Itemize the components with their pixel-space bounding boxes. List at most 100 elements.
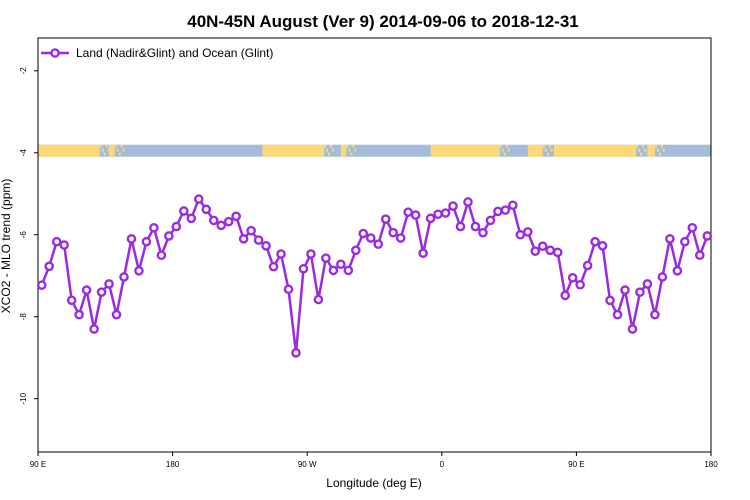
x-tick-label: 90 E <box>30 460 46 469</box>
data-point <box>410 210 421 220</box>
data-point <box>680 236 690 247</box>
land-speckle <box>330 144 333 148</box>
data-point <box>522 227 533 237</box>
data-point <box>620 285 630 295</box>
data-point <box>261 241 271 251</box>
land-segment <box>430 144 500 157</box>
data-point <box>343 265 354 276</box>
data-point <box>179 206 189 216</box>
data-point <box>238 234 249 244</box>
data-point <box>216 220 227 231</box>
data-point <box>141 236 152 247</box>
land-speckle <box>546 152 549 156</box>
land-segment <box>38 144 100 157</box>
land-speckle <box>662 148 665 152</box>
land-speckle <box>644 148 647 152</box>
y-tick-label: -2 <box>19 67 28 75</box>
land-speckle <box>99 144 102 148</box>
data-point <box>373 239 384 249</box>
data-point <box>657 272 668 282</box>
data-point <box>351 245 361 256</box>
data-point <box>537 241 548 252</box>
land-speckle <box>660 144 663 148</box>
data-point <box>463 197 473 207</box>
data-point <box>328 265 339 276</box>
land-speckle <box>105 144 108 148</box>
data-point <box>530 246 541 256</box>
data-point <box>635 287 645 297</box>
data-point <box>231 211 241 222</box>
land-speckle <box>352 144 355 148</box>
data-point <box>201 204 212 215</box>
land-segment <box>262 144 325 157</box>
data-point <box>552 247 563 258</box>
data-point <box>597 241 608 251</box>
data-point <box>186 213 197 224</box>
data-point <box>440 208 451 218</box>
series-line <box>40 197 709 355</box>
data-point <box>395 233 406 243</box>
data-point <box>455 221 466 232</box>
land-speckle <box>118 152 121 156</box>
data-point <box>306 249 316 259</box>
land-speckle <box>640 152 643 156</box>
data-point <box>358 228 369 239</box>
data-point <box>126 234 137 244</box>
land-speckle <box>542 144 545 148</box>
land-segment <box>527 144 543 157</box>
data-point <box>59 240 69 250</box>
land-speckle <box>658 152 661 156</box>
data-point <box>470 221 481 232</box>
data-point <box>74 309 84 320</box>
data-point <box>433 209 443 220</box>
chart-title: 40N-45N August (Ver 9) 2014-09-06 to 201… <box>187 12 579 31</box>
data-point <box>149 222 159 233</box>
land-segment <box>553 144 637 157</box>
data-point <box>388 227 398 238</box>
land-speckle <box>350 152 353 156</box>
land-speckle <box>550 148 553 152</box>
data-point <box>104 279 114 289</box>
data-point <box>485 215 496 226</box>
data-point <box>119 272 129 282</box>
land-speckle <box>642 144 645 148</box>
land-speckle <box>101 148 104 152</box>
land-speckle <box>507 148 510 152</box>
land-segment <box>109 144 115 157</box>
data-point <box>515 229 526 240</box>
data-point <box>51 236 62 247</box>
data-point <box>605 295 615 306</box>
land-speckle <box>332 148 335 152</box>
y-tick-label: -8 <box>19 313 28 321</box>
legend-marker <box>50 48 60 58</box>
land-speckle <box>499 144 502 148</box>
data-point <box>582 260 593 271</box>
data-point <box>665 234 675 244</box>
land-speckle <box>503 152 506 156</box>
land-speckle <box>548 144 551 148</box>
land-speckle <box>654 144 657 148</box>
data-point <box>560 290 570 301</box>
land-speckle <box>107 148 110 152</box>
land-speckle <box>638 148 641 152</box>
data-point <box>291 348 301 358</box>
x-tick-label: 180 <box>166 460 180 469</box>
data-point <box>500 205 511 215</box>
x-tick-label: 90 E <box>568 460 584 469</box>
data-point <box>493 206 503 217</box>
data-point <box>650 309 660 320</box>
land-speckle <box>324 144 327 148</box>
axis-ticks: 90 E 180 90 W 0 90 E 180 -2 -4 -6 -8 -10 <box>19 67 718 469</box>
x-tick-label: 90 W <box>298 460 317 469</box>
legend-entry: Land (Nadir&Glint) and Ocean (Glint) <box>76 46 273 60</box>
data-point <box>313 294 324 305</box>
land-speckle <box>114 144 117 148</box>
data-point <box>321 253 331 263</box>
data-point <box>403 207 413 218</box>
data-point <box>694 250 705 261</box>
data-point <box>208 215 219 226</box>
data-point <box>276 249 286 259</box>
data-point <box>283 284 294 295</box>
data-point <box>336 259 346 270</box>
